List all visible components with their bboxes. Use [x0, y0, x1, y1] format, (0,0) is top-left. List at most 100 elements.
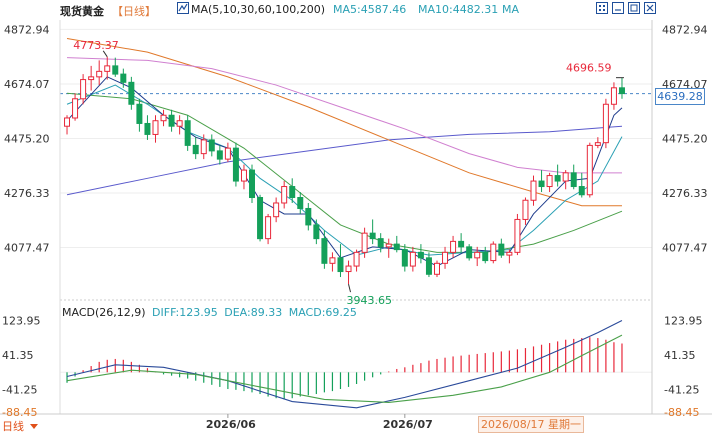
candle-body: [64, 117, 71, 127]
candle-body: [369, 232, 376, 240]
grid-icon[interactable]: [596, 2, 608, 14]
ma30-line: [66, 92, 623, 253]
diff-line: [66, 320, 623, 409]
candle-body: [232, 147, 239, 182]
candle-body: [506, 251, 513, 256]
price-tick-right: 4872.94: [662, 23, 708, 36]
candle-body: [313, 224, 320, 240]
candle-body: [200, 139, 207, 155]
candle-body: [602, 103, 609, 144]
macd-tick-right: 123.95: [664, 315, 703, 328]
candle-body: [192, 144, 199, 155]
candle-body: [184, 120, 191, 146]
candle-body: [610, 87, 617, 105]
price-tick-right: 4276.33: [662, 187, 708, 200]
ma10-readout: MA10:4482.31: [418, 3, 499, 16]
price-tick-left: 4872.94: [4, 23, 50, 36]
candle-body: [474, 251, 481, 259]
candle-body: [88, 76, 95, 81]
candle-body: [104, 65, 111, 72]
candle-body: [337, 257, 344, 273]
instrument-title: 现货黄金: [60, 5, 104, 18]
candle-body: [216, 150, 223, 160]
candle-body: [257, 197, 264, 240]
candle-body: [450, 240, 457, 253]
candle-body: [425, 257, 432, 275]
candle-body: [249, 169, 256, 199]
low-annotation: 3943.65: [347, 294, 393, 307]
recent-high-annotation: 4696.59: [566, 62, 612, 75]
period-selector[interactable]: 【日线】: [112, 5, 156, 18]
candle-body: [466, 246, 473, 259]
macd-tick-right: -41.25: [664, 384, 699, 397]
high-annotation: 4773.37: [73, 39, 119, 52]
candle-body: [305, 207, 312, 226]
macd-tick-left: 123.95: [2, 315, 41, 328]
time-label: 2026/07: [383, 418, 433, 431]
macd-readout: MACD:69.25: [288, 306, 357, 319]
dea-readout: DEA:89.33: [224, 306, 283, 319]
candle-body: [289, 186, 296, 199]
price-tick-left: 4077.47: [4, 242, 50, 255]
candle-body: [458, 240, 465, 248]
candle-body: [530, 180, 537, 201]
candle-body: [546, 175, 553, 188]
candle-body: [273, 202, 280, 218]
candle-body: [514, 218, 521, 253]
candle-body: [96, 70, 103, 78]
macd-tick-right: 41.35: [664, 349, 696, 362]
candle-body: [72, 98, 79, 119]
price-tick-right: 4077.47: [662, 242, 708, 255]
macd-tick-left: -41.25: [2, 384, 37, 397]
restore-icon[interactable]: [628, 2, 640, 14]
candle-body: [297, 197, 304, 209]
macd-tick-left: -88.45: [2, 406, 37, 419]
price-tick-left: 4276.33: [4, 187, 50, 200]
macd-panel: [60, 320, 652, 409]
moving-average-lines: [66, 37, 623, 267]
candle-body: [538, 180, 545, 188]
ma200-line: [66, 125, 623, 196]
candle-body: [112, 65, 119, 75]
candle-body: [168, 114, 175, 127]
candle-body: [80, 79, 87, 100]
close-icon[interactable]: [644, 2, 656, 14]
candle-body: [401, 249, 408, 267]
candle-body: [385, 243, 392, 248]
candle-body: [409, 251, 416, 267]
candle-body: [361, 232, 368, 253]
candle-body: [393, 243, 400, 251]
period-button-label: 日线: [2, 420, 24, 433]
axes: 4872.94 4872.94 4674.07 4674.07 4475.20 4475.…: [0, 20, 712, 431]
candle-body: [208, 139, 215, 152]
candle-body: [498, 243, 505, 256]
period-button[interactable]: 日线: [2, 418, 38, 434]
price-tick-left: 4475.20: [4, 132, 50, 145]
ma-more-readout: MA: [502, 3, 520, 16]
candle-body: [377, 238, 384, 248]
cursor-date-label: 2026/08/17 星期一: [478, 416, 584, 433]
candle-body: [618, 87, 625, 95]
candlestick-series: 4773.37 4696.59 3943.65: [64, 39, 625, 307]
candle-body: [160, 114, 167, 122]
chart-gridlines: [60, 28, 652, 301]
candle-body: [345, 265, 352, 273]
time-label: 2026/06: [206, 418, 256, 431]
price-tick-left: 4674.07: [4, 78, 50, 91]
indicator-icon[interactable]: [177, 2, 189, 14]
candle-body: [490, 243, 497, 262]
candle-body: [329, 257, 336, 264]
current-price-marker: 4639.28: [655, 88, 705, 105]
candle-body: [417, 251, 424, 259]
candle-body: [594, 142, 601, 146]
minimize-icon[interactable]: [612, 2, 624, 14]
low-pointer: [348, 284, 352, 293]
ma-params[interactable]: MA(5,10,30,60,100,200): [191, 3, 326, 16]
macd-params[interactable]: MACD(26,12,9): [62, 306, 146, 319]
candle-body: [265, 216, 272, 240]
high-pointer: [102, 50, 108, 58]
candle-body: [353, 251, 360, 267]
candle-body: [281, 186, 288, 204]
chart-toolbar: 现货黄金 【日线】 MA(5,10,30,60,100,200) MA5:458…: [0, 0, 712, 20]
